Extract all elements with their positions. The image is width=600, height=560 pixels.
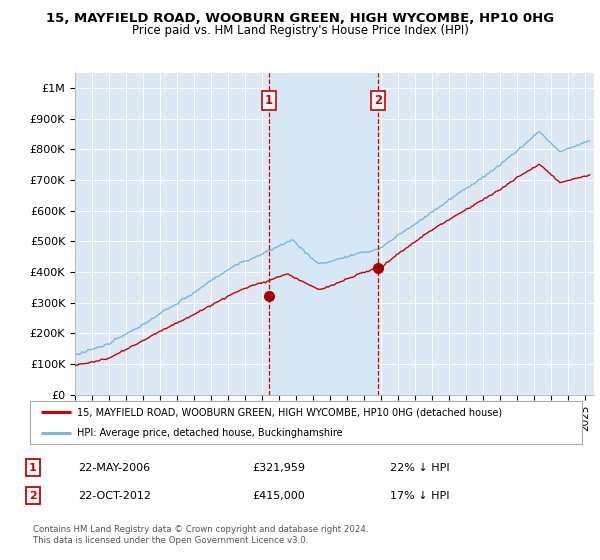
Text: 15, MAYFIELD ROAD, WOOBURN GREEN, HIGH WYCOMBE, HP10 0HG (detached house): 15, MAYFIELD ROAD, WOOBURN GREEN, HIGH W… [77,408,502,417]
Text: Contains HM Land Registry data © Crown copyright and database right 2024.
This d: Contains HM Land Registry data © Crown c… [33,525,368,545]
Text: 17% ↓ HPI: 17% ↓ HPI [390,491,449,501]
Text: 22% ↓ HPI: 22% ↓ HPI [390,463,449,473]
Text: 15, MAYFIELD ROAD, WOOBURN GREEN, HIGH WYCOMBE, HP10 0HG: 15, MAYFIELD ROAD, WOOBURN GREEN, HIGH W… [46,12,554,25]
Text: 22-OCT-2012: 22-OCT-2012 [78,491,151,501]
Text: £321,959: £321,959 [252,463,305,473]
Text: 22-MAY-2006: 22-MAY-2006 [78,463,150,473]
Text: £415,000: £415,000 [252,491,305,501]
Text: 2: 2 [29,491,37,501]
Bar [269,73,378,395]
Text: 1: 1 [265,94,273,107]
Text: 2: 2 [374,94,382,107]
Text: HPI: Average price, detached house, Buckinghamshire: HPI: Average price, detached house, Buck… [77,428,343,438]
Text: Price paid vs. HM Land Registry's House Price Index (HPI): Price paid vs. HM Land Registry's House … [131,24,469,36]
Text: 1: 1 [29,463,37,473]
